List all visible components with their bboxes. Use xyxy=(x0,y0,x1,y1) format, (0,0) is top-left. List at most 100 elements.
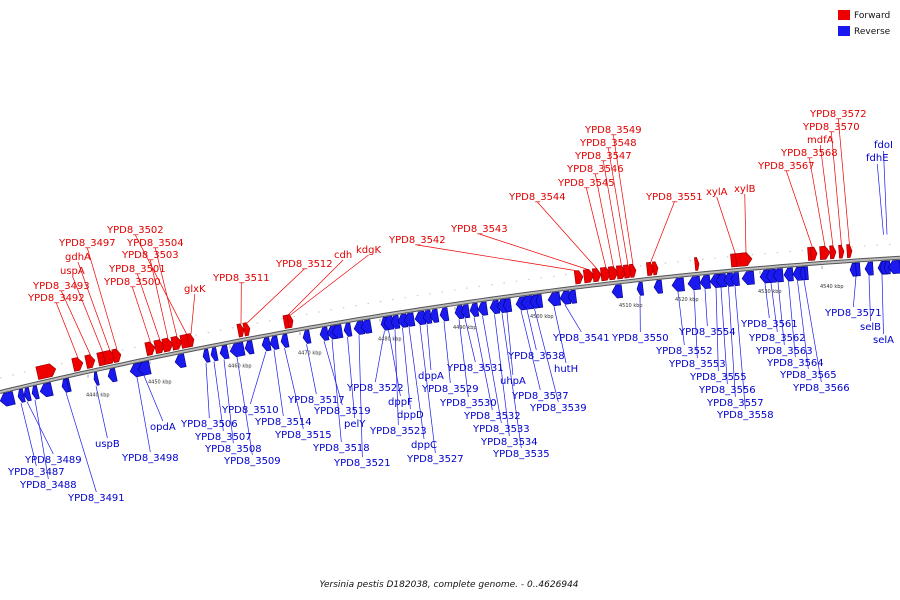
reverse-feature[interactable] xyxy=(611,284,624,299)
reverse-feature[interactable] xyxy=(849,262,857,277)
gene-ypd8-3508[interactable] xyxy=(219,344,230,360)
gene-label-ypd8-3571[interactable]: YPD8_3571 xyxy=(824,308,882,319)
gene-ypd8-3501[interactable] xyxy=(153,339,166,355)
gene-ypd8-3489[interactable] xyxy=(23,387,32,402)
gene-label-ypd8-3550[interactable]: YPD8_3550 xyxy=(611,333,669,344)
gene-ypd8-3564[interactable] xyxy=(783,267,794,282)
gene-ypd8-3543[interactable] xyxy=(582,269,595,284)
gene-label-ypd8-3535[interactable]: YPD8_3535 xyxy=(492,449,550,460)
gene-ypd8-3532[interactable] xyxy=(469,302,480,317)
gene-label-ypd8-3565[interactable]: YPD8_3565 xyxy=(779,370,837,381)
gene-label-ypd8-3556[interactable]: YPD8_3556 xyxy=(698,385,756,396)
gene-label-ypd8-3522[interactable]: YPD8_3522 xyxy=(346,383,404,394)
reverse-feature[interactable] xyxy=(799,266,806,281)
gene-label-ypd8-3493[interactable]: YPD8_3493 xyxy=(32,281,90,292)
gene-label-ypd8-3542[interactable]: YPD8_3542 xyxy=(388,235,446,246)
gene-label-ypd8-3546[interactable]: YPD8_3546 xyxy=(566,164,624,175)
gene-ypd8-3492[interactable] xyxy=(71,357,85,372)
reverse-feature[interactable] xyxy=(360,319,373,334)
reverse-feature[interactable] xyxy=(244,340,255,355)
gene-label-ypd8-3507[interactable]: YPD8_3507 xyxy=(194,432,252,443)
reverse-feature[interactable] xyxy=(567,289,578,304)
reverse-feature[interactable] xyxy=(61,378,70,393)
gene-label-ypd8-3515[interactable]: YPD8_3515 xyxy=(274,430,332,441)
gene-ypd8-3568[interactable] xyxy=(819,245,831,260)
gene-label-ypd8-3567[interactable]: YPD8_3567 xyxy=(757,161,815,172)
gene-label-ypd8-3512[interactable]: YPD8_3512 xyxy=(275,259,333,270)
reverse-feature[interactable] xyxy=(887,259,900,274)
gene-label-opda[interactable]: opdA xyxy=(150,422,176,433)
gene-ypd8-3512[interactable] xyxy=(242,322,251,337)
gene-ypd8-3503[interactable] xyxy=(161,337,174,353)
gene-label-glxk[interactable]: glxK xyxy=(184,284,206,295)
gene-label-kdgk[interactable]: kdgK xyxy=(356,245,381,256)
gene-label-ypd8-3532[interactable]: YPD8_3532 xyxy=(463,411,521,422)
gene-label-xyla[interactable]: xylA xyxy=(706,187,728,198)
gene-label-huth[interactable]: hutH xyxy=(554,364,578,375)
gene-label-ypd8-3509[interactable]: YPD8_3509 xyxy=(223,456,281,467)
gene-ypd8-3527[interactable] xyxy=(414,310,427,326)
gene-label-ypd8-3529[interactable]: YPD8_3529 xyxy=(421,384,479,395)
gene-label-ypd8-3539[interactable]: YPD8_3539 xyxy=(529,403,587,414)
gene-ypd8-3510[interactable] xyxy=(261,337,272,352)
gene-label-ypd8-3514[interactable]: YPD8_3514 xyxy=(254,417,312,428)
gene-label-ypd8-3492[interactable]: YPD8_3492 xyxy=(27,293,85,304)
gene-label-ypd8-3503[interactable]: YPD8_3503 xyxy=(121,250,179,261)
gene-fdoi[interactable] xyxy=(883,260,891,275)
gene-ypd8-3507[interactable] xyxy=(210,347,219,362)
gene-label-mdfa[interactable]: mdfA xyxy=(807,135,834,146)
forward-feature[interactable] xyxy=(35,363,57,380)
gene-mdfa[interactable] xyxy=(829,245,837,260)
gene-ypd8-3519[interactable] xyxy=(319,326,330,341)
gene-ypd8-3523[interactable] xyxy=(390,314,401,329)
gene-label-ypd8-3523[interactable]: YPD8_3523 xyxy=(369,426,427,437)
gene-ypd8-3506[interactable] xyxy=(202,348,211,363)
forward-feature[interactable] xyxy=(651,261,659,276)
gene-label-ypd8-3547[interactable]: YPD8_3547 xyxy=(574,151,632,162)
gene-label-ypd8-3562[interactable]: YPD8_3562 xyxy=(748,333,806,344)
gene-label-ypd8-3498[interactable]: YPD8_3498 xyxy=(121,453,179,464)
gene-label-ypd8-3511[interactable]: YPD8_3511 xyxy=(212,273,270,284)
reverse-feature[interactable] xyxy=(107,367,118,383)
gene-label-ypd8-3555[interactable]: YPD8_3555 xyxy=(689,372,747,383)
gene-label-ypd8-3502[interactable]: YPD8_3502 xyxy=(106,225,164,236)
gene-label-ypd8-3544[interactable]: YPD8_3544 xyxy=(508,192,566,203)
gene-label-ypd8-3489[interactable]: YPD8_3489 xyxy=(24,455,82,466)
gene-ypd8-3529[interactable] xyxy=(439,307,450,322)
gene-label-ypd8-3566[interactable]: YPD8_3566 xyxy=(792,383,850,394)
gene-label-ypd8-3561[interactable]: YPD8_3561 xyxy=(740,319,798,330)
gene-ypd8-3572[interactable] xyxy=(846,244,853,258)
gene-glxk[interactable] xyxy=(186,333,195,348)
gene-ypd8-3497[interactable] xyxy=(111,348,123,363)
gene-ypd8-3549[interactable] xyxy=(628,263,637,278)
gene-ypd8-3563[interactable] xyxy=(772,268,784,283)
gene-ypd8-3557[interactable] xyxy=(723,272,734,287)
gene-label-ypd8-3557[interactable]: YPD8_3557 xyxy=(706,398,764,409)
gene-dppf[interactable] xyxy=(383,315,395,331)
gene-opda[interactable] xyxy=(137,360,152,376)
gene-label-ypd8-3510[interactable]: YPD8_3510 xyxy=(221,405,279,416)
gene-label-ypd8-3568[interactable]: YPD8_3568 xyxy=(780,148,838,159)
reverse-feature[interactable] xyxy=(429,308,440,323)
gene-label-gdha[interactable]: gdhA xyxy=(65,252,91,263)
gene-ypd8-3558[interactable] xyxy=(730,272,740,287)
gene-ypd8-3517[interactable] xyxy=(302,329,312,344)
gene-label-ypd8-3518[interactable]: YPD8_3518 xyxy=(312,443,370,454)
gene-label-ypd8-3504[interactable]: YPD8_3504 xyxy=(126,238,184,249)
gene-label-dppf[interactable]: dppF xyxy=(388,397,413,408)
forward-feature[interactable] xyxy=(694,257,700,271)
gene-dppa[interactable] xyxy=(422,309,433,324)
gene-ypd8-3533[interactable] xyxy=(477,301,489,316)
gene-ypd8-3493[interactable] xyxy=(84,354,97,369)
gene-label-ypd8-3530[interactable]: YPD8_3530 xyxy=(439,398,497,409)
gene-label-ypd8-3538[interactable]: YPD8_3538 xyxy=(507,351,565,362)
gene-uspb[interactable] xyxy=(93,371,100,386)
gene-ypd8-3515[interactable] xyxy=(280,333,290,348)
gene-label-ypd8-3558[interactable]: YPD8_3558 xyxy=(716,410,774,421)
reverse-feature[interactable] xyxy=(535,294,544,309)
gene-ypd8-3556[interactable] xyxy=(715,273,727,288)
gene-label-fdoi[interactable]: fdoI xyxy=(874,140,893,151)
gene-label-dppa[interactable]: dppA xyxy=(418,371,444,382)
gene-label-ypd8-3552[interactable]: YPD8_3552 xyxy=(655,346,713,357)
reverse-feature[interactable] xyxy=(331,324,344,340)
